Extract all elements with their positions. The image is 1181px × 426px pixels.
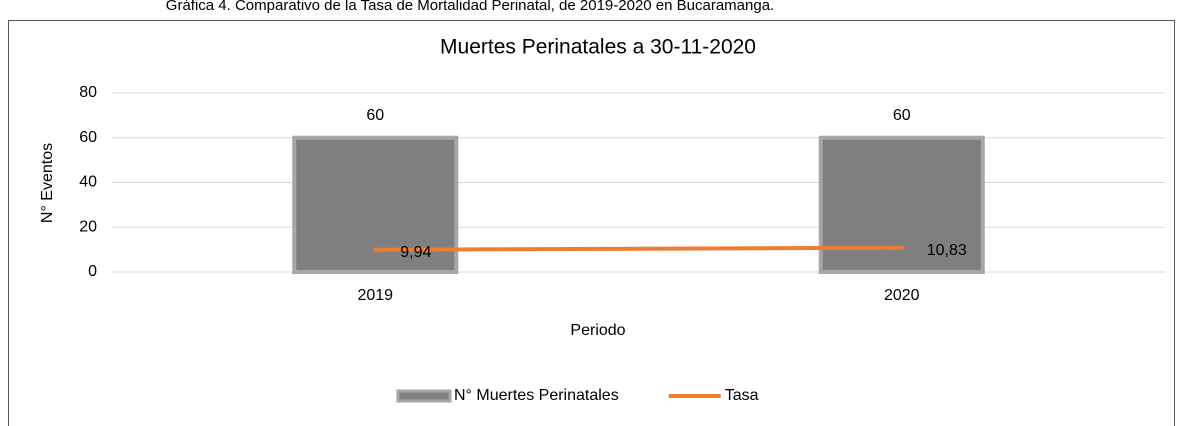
chart-frame: [8, 20, 1175, 426]
x-tick-label: 2019: [357, 287, 393, 304]
y-axis-label: N° Eventos: [39, 143, 56, 223]
y-tick-label: 0: [88, 263, 97, 280]
bar-value-label: 60: [366, 107, 384, 124]
y-tick-label: 80: [79, 84, 97, 101]
x-tick-label: 2020: [884, 287, 920, 304]
y-tick-label: 60: [79, 129, 97, 146]
legend-swatch: [396, 389, 452, 403]
line-value-label: 10,83: [927, 242, 967, 259]
line: [373, 245, 904, 252]
legend-label: N° Muertes Perinatales: [454, 387, 619, 404]
legend-label: Tasa: [725, 387, 759, 404]
caption: Gráfica 4. Comparativo de la Tasa de Mor…: [166, 0, 774, 14]
y-tick-label: 40: [79, 174, 97, 191]
x-axis-label: Periodo: [570, 322, 625, 339]
chart-title: Muertes Perinatales a 30-11-2020: [440, 36, 756, 59]
bar-value-label: 60: [893, 107, 911, 124]
line-value-label: 9,94: [400, 244, 431, 261]
bar: [292, 135, 459, 274]
y-tick-label: 20: [79, 218, 97, 235]
